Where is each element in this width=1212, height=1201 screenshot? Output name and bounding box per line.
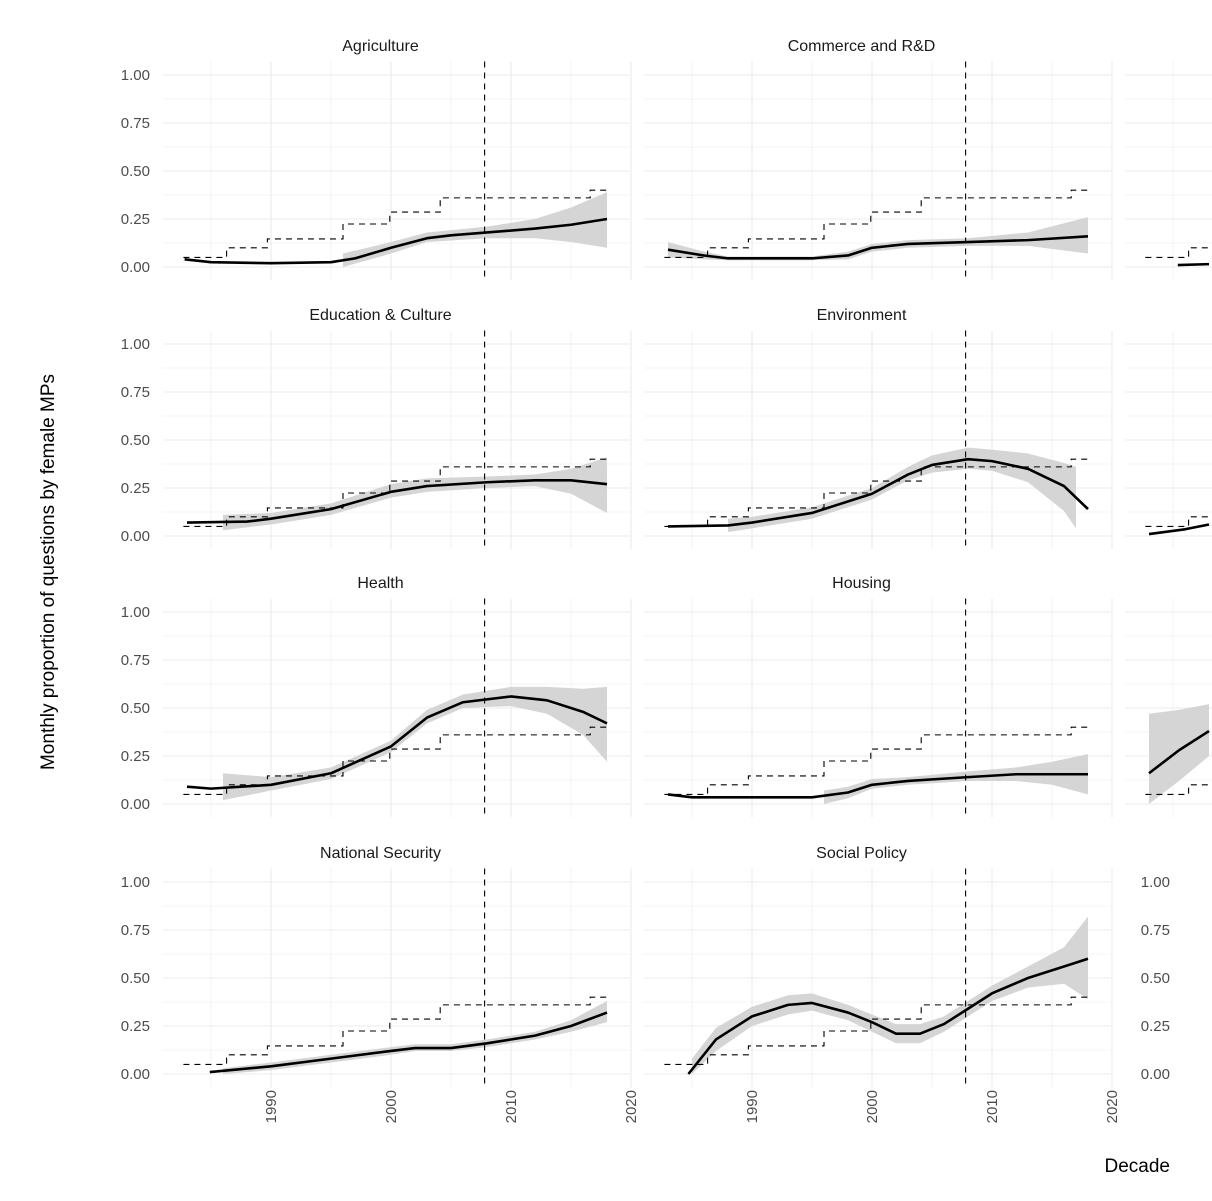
fit-line xyxy=(667,772,1088,799)
x-tick-label: 2010 xyxy=(503,1090,520,1123)
fit-line xyxy=(667,234,1089,260)
fit-line xyxy=(209,1011,608,1074)
y-tick-label: 0.75 xyxy=(121,922,150,939)
y-tick-label: 1.00 xyxy=(121,336,150,353)
panel-title: Commerce and R&D xyxy=(788,38,936,55)
confidence-band xyxy=(668,217,1088,261)
fit-line xyxy=(667,457,1089,528)
y-tick-label: 0.00 xyxy=(121,796,150,813)
panel-title: Social Policy xyxy=(816,845,907,862)
confidence-band xyxy=(728,447,1076,533)
panel-title: Housing xyxy=(832,575,891,592)
fit-line xyxy=(186,695,608,790)
y-tick-label: 0.00 xyxy=(121,1066,150,1083)
reference-step-line xyxy=(1145,784,1212,795)
y-tick-label: 0.50 xyxy=(121,163,150,180)
x-tick-label: 1990 xyxy=(744,1090,761,1123)
x-axis-title: Decade xyxy=(1105,1156,1171,1177)
confidence-band xyxy=(692,916,1088,1074)
y-tick-label: 0.50 xyxy=(121,432,150,449)
x-tick-label: 2020 xyxy=(1104,1090,1121,1123)
x-tick-label: 2020 xyxy=(623,1090,640,1123)
reference-step-line xyxy=(664,996,1090,1065)
confidence-band xyxy=(223,1001,607,1074)
x-tick-label: 2000 xyxy=(383,1090,400,1123)
confidence-band xyxy=(1149,704,1209,804)
y-tick-label: 0.25 xyxy=(121,480,150,497)
fit-line xyxy=(184,217,608,265)
y-tick-label: 0.50 xyxy=(1141,970,1170,987)
fit-line xyxy=(1148,523,1210,536)
fit-line xyxy=(186,479,608,524)
y-tick-label: 0.75 xyxy=(121,115,150,132)
fit-line xyxy=(687,957,1089,1075)
reference-step-line xyxy=(664,458,1090,527)
fit-line xyxy=(1148,729,1210,775)
y-tick-label: 0.00 xyxy=(1141,1066,1170,1083)
panel-title: National Security xyxy=(320,845,441,862)
y-tick-label: 0.25 xyxy=(1141,1018,1170,1035)
y-tick-label: 1.00 xyxy=(121,67,150,84)
reference-step-line xyxy=(183,726,609,795)
y-tick-label: 0.75 xyxy=(121,652,150,669)
confidence-band xyxy=(223,686,607,801)
panel-title: Education & Culture xyxy=(309,307,451,324)
y-tick-label: 1.00 xyxy=(121,604,150,621)
panel-title: Environment xyxy=(817,307,907,324)
panel-title: Health xyxy=(357,575,403,592)
panels: Agriculture 0.00 0.25 0.50 0.75 1.00 Commerce … xyxy=(121,38,1212,1123)
confidence-band xyxy=(343,192,607,267)
reference-step-line xyxy=(664,189,1090,258)
reference-step-line xyxy=(183,996,609,1065)
reference-step-line xyxy=(1145,247,1212,258)
reference-step-line xyxy=(664,726,1090,795)
x-tick-label: 2010 xyxy=(984,1090,1001,1123)
y-tick-label: 0.75 xyxy=(1141,922,1170,939)
y-tick-label: 1.00 xyxy=(121,874,150,891)
reference-step-line xyxy=(1145,516,1212,527)
y-tick-label: 0.75 xyxy=(121,384,150,401)
y-tick-label: 0.50 xyxy=(121,970,150,987)
confidence-band xyxy=(223,457,607,531)
x-tick-label: 1990 xyxy=(263,1090,280,1123)
reference-step-line xyxy=(183,189,609,258)
panel-title: Agriculture xyxy=(342,38,419,55)
x-tick-label: 2000 xyxy=(864,1090,881,1123)
fit-line xyxy=(1177,262,1210,267)
y-tick-label: 1.00 xyxy=(1141,874,1170,891)
y-tick-label: 0.25 xyxy=(121,748,150,765)
y-tick-label: 0.00 xyxy=(121,259,150,276)
y-tick-label: 0.00 xyxy=(121,528,150,545)
reference-step-line xyxy=(183,458,609,527)
y-tick-label: 0.25 xyxy=(121,211,150,228)
y-tick-label: 0.25 xyxy=(121,1018,150,1035)
y-tick-label: 0.50 xyxy=(121,700,150,717)
y-axis-title: Monthly proportion of questions by femal… xyxy=(38,374,59,770)
